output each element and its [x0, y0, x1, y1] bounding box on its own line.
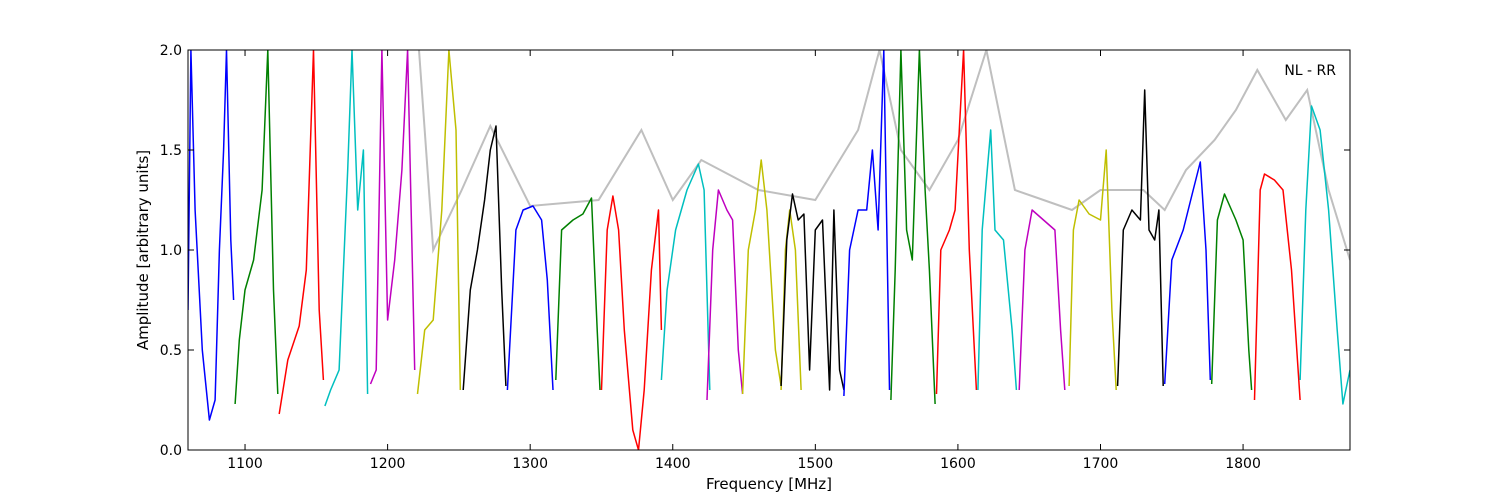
series-line-6 — [416, 50, 462, 395]
y-tick-label: 0.0 — [160, 443, 182, 459]
series-line-1 — [188, 50, 235, 421]
series-line-3 — [278, 50, 325, 415]
x-tick-label: 1200 — [370, 456, 406, 472]
chart-annotation: NL - RR — [1284, 63, 1336, 79]
series-line-11 — [660, 163, 711, 391]
x-tick-label: 1500 — [798, 456, 834, 472]
x-tick-label: 1100 — [227, 456, 263, 472]
series-line-12 — [706, 189, 744, 401]
series-line-2 — [234, 50, 279, 405]
x-tick-label: 1800 — [1225, 456, 1261, 472]
series-line-13 — [741, 159, 782, 395]
y-axis: 0.0 0.5 1.0 1.5 2.0 — [160, 43, 1350, 459]
series-line-17 — [890, 50, 936, 405]
y-axis-label: Amplitude [arbitrary units] — [134, 150, 152, 350]
background-series-line — [418, 50, 1350, 261]
series-line-23 — [1163, 161, 1212, 385]
series-line-16 — [843, 50, 891, 397]
series-line-19 — [977, 129, 1018, 391]
y-tick-label: 1.0 — [160, 243, 182, 259]
x-tick-label: 1300 — [512, 456, 548, 472]
series-line-18 — [935, 50, 978, 395]
series-line-7 — [462, 125, 507, 391]
x-tick-label: 1700 — [1083, 456, 1119, 472]
series-line-25 — [1253, 173, 1301, 401]
series-line-21 — [1068, 149, 1117, 391]
y-tick-label: 1.5 — [160, 143, 182, 159]
y-tick-label: 2.0 — [160, 43, 182, 59]
series-line-10 — [600, 195, 663, 450]
x-axis-label: Frequency [MHz] — [706, 475, 832, 493]
plot-data — [188, 50, 1350, 450]
series-line-22 — [1116, 89, 1164, 387]
y-tick-label: 0.5 — [160, 343, 182, 359]
series-line-8 — [506, 205, 554, 391]
x-tick-label: 1400 — [655, 456, 691, 472]
series-line-9 — [555, 197, 601, 391]
series-line-15 — [780, 193, 845, 391]
series-line-20 — [1018, 209, 1066, 391]
series-line-26 — [1299, 105, 1350, 405]
series-line-5 — [369, 50, 416, 385]
x-tick-label: 1600 — [940, 456, 976, 472]
series-line-24 — [1210, 193, 1253, 391]
x-axis: 1100 1200 1300 1400 1500 1600 1700 1800 — [227, 50, 1261, 472]
series-line-4 — [324, 50, 369, 407]
